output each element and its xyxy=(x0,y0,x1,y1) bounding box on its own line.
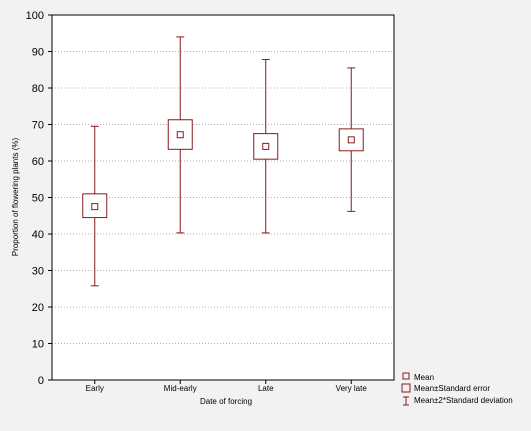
mean-marker-3 xyxy=(347,136,355,144)
y-tick-label-80: 80 xyxy=(32,83,44,95)
x-tick-label-1: Mid-early xyxy=(164,384,197,393)
x-axis: Early Mid-early Late Very late xyxy=(86,380,368,393)
box-group-3 xyxy=(338,67,364,212)
y-tick-label-60: 60 xyxy=(32,156,44,168)
x-tick-label-2: Late xyxy=(258,384,274,393)
legend-se-label: Mean±Standard error xyxy=(414,384,490,393)
y-tick-label-70: 70 xyxy=(32,120,44,132)
mean-marker-1 xyxy=(176,131,184,139)
y-axis: 0 10 20 30 40 50 60 70 80 90 100 xyxy=(26,10,52,387)
y-tick-label-10: 10 xyxy=(32,339,44,351)
mean-marker-0 xyxy=(91,203,99,211)
y-tick-label-30: 30 xyxy=(32,266,44,278)
y-tick-label-0: 0 xyxy=(38,375,44,387)
mean-marker-2 xyxy=(262,142,270,150)
data-marks xyxy=(82,36,364,287)
box-group-2 xyxy=(253,59,279,234)
y-tick-label-90: 90 xyxy=(32,47,44,59)
x-tick-label-3: Very late xyxy=(336,384,368,393)
gridlines xyxy=(52,51,394,344)
box-group-0 xyxy=(82,125,108,287)
y-tick-label-100: 100 xyxy=(26,10,44,22)
legend-sd-marker xyxy=(403,396,409,406)
box-group-1 xyxy=(167,36,193,234)
y-tick-label-50: 50 xyxy=(32,193,44,205)
x-axis-title: Date of forcing xyxy=(200,397,252,406)
legend-sd-label: Mean±2*Standard deviation xyxy=(414,396,513,405)
legend: Mean Mean±Standard error Mean±2*Standard… xyxy=(401,372,513,406)
legend-mean-label: Mean xyxy=(414,373,434,382)
x-tick-label-0: Early xyxy=(86,384,104,393)
y-tick-label-20: 20 xyxy=(32,302,44,314)
legend-se-marker xyxy=(401,383,411,393)
legend-mean-marker xyxy=(402,372,410,380)
y-axis-title: Proportion of flowering plants (%) xyxy=(11,138,20,257)
y-tick-label-40: 40 xyxy=(32,229,44,241)
